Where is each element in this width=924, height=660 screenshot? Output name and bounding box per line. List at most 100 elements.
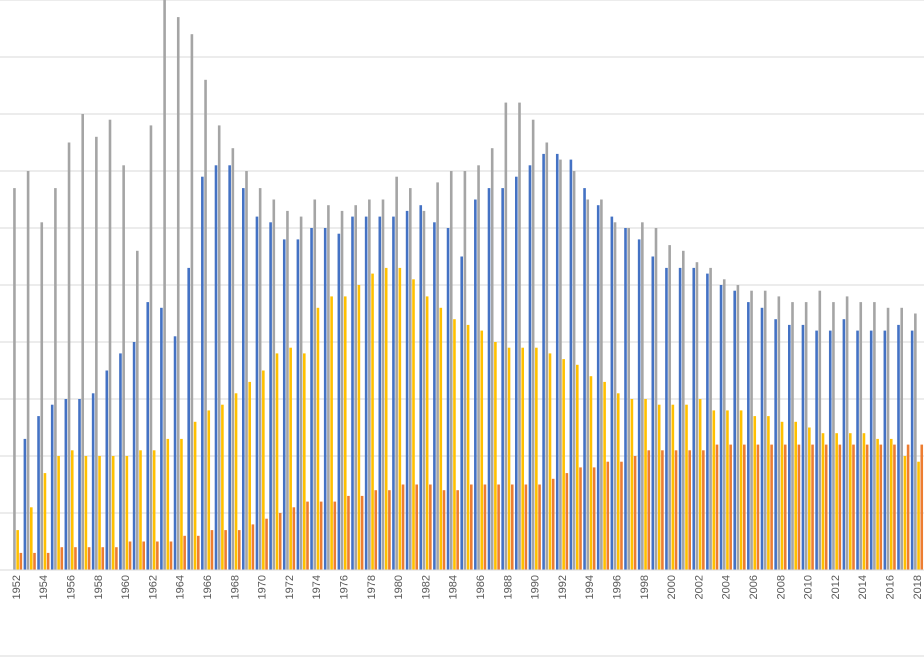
bar-2-1952 <box>16 530 19 570</box>
bar-3-2009 <box>797 444 801 570</box>
bar-0-2016 <box>883 330 887 570</box>
x-tick-label-2000: 2000 <box>666 575 678 599</box>
x-tick-label-1976: 1976 <box>338 575 350 599</box>
bar-2-1964 <box>180 438 183 570</box>
bar-3-1972 <box>292 507 296 570</box>
bar-3-2016 <box>893 444 896 570</box>
x-tick-label-1996: 1996 <box>611 575 623 599</box>
x-tick-label-2004: 2004 <box>721 575 733 599</box>
bar-series <box>13 0 924 571</box>
bar-1-1968 <box>231 148 235 570</box>
bar-2-1956 <box>70 450 74 570</box>
bar-3-2015 <box>879 444 883 570</box>
bar-3-1959 <box>115 547 118 570</box>
x-tick-label-1994: 1994 <box>584 575 596 599</box>
bar-1-1965 <box>190 34 194 570</box>
bar-1-1989 <box>518 102 521 570</box>
bar-1-2012 <box>832 302 835 570</box>
bar-0-1986 <box>474 199 477 570</box>
bar-3-1966 <box>210 530 214 570</box>
bar-3-1956 <box>74 547 77 570</box>
x-tick-label-1986: 1986 <box>475 575 487 599</box>
bar-1-1963 <box>163 0 166 570</box>
x-tick-label-1980: 1980 <box>393 575 405 599</box>
bar-1-1992 <box>559 159 562 570</box>
bar-3-1979 <box>388 490 391 570</box>
bar-3-1990 <box>538 484 541 570</box>
bar-0-2009 <box>788 324 791 570</box>
bar-2-1993 <box>576 364 579 570</box>
x-tick-label-2002: 2002 <box>693 575 705 599</box>
bar-1-1973 <box>299 216 303 570</box>
bar-1-2017 <box>900 307 903 570</box>
bar-1-1986 <box>477 165 480 571</box>
bar-2-2009 <box>794 421 797 570</box>
bar-2-2008 <box>780 421 784 570</box>
bar-1-1958 <box>95 136 98 571</box>
bar-2-1955 <box>57 456 60 570</box>
x-tick-label-1998: 1998 <box>639 575 651 599</box>
bar-3-2006 <box>756 444 760 570</box>
bar-1-2006 <box>750 290 753 570</box>
bar-3-1985 <box>470 484 473 570</box>
bar-0-1953 <box>23 438 27 570</box>
bar-0-2014 <box>856 330 859 570</box>
bar-3-1955 <box>60 547 64 570</box>
bar-0-1982 <box>419 205 423 570</box>
bar-1-1966 <box>204 79 207 571</box>
bar-2-2005 <box>739 410 743 570</box>
bar-2-1976 <box>343 296 347 570</box>
bar-0-1980 <box>392 216 395 570</box>
bar-2-1957 <box>84 456 88 570</box>
bar-2-1983 <box>439 307 443 570</box>
bar-3-1974 <box>319 501 323 570</box>
bar-2-1969 <box>248 381 251 570</box>
bar-1-1987 <box>490 148 494 570</box>
bar-0-1967 <box>214 165 218 571</box>
bar-0-1973 <box>296 239 300 570</box>
bar-0-1963 <box>160 307 163 570</box>
bar-2-1960 <box>125 456 129 570</box>
bar-1-1975 <box>327 205 330 570</box>
bar-2-1978 <box>371 273 374 570</box>
bar-0-1998 <box>637 239 641 570</box>
bar-0-1991 <box>542 153 545 570</box>
bar-3-1968 <box>237 530 241 570</box>
bar-2-1958 <box>98 456 101 570</box>
bar-3-1989 <box>524 484 528 570</box>
bar-2-2016 <box>889 438 893 570</box>
bar-3-1960 <box>128 541 132 570</box>
bar-0-2002 <box>692 267 696 570</box>
bar-1-1977 <box>354 205 357 570</box>
x-tick-label-2016: 2016 <box>884 575 896 599</box>
x-tick-label-1970: 1970 <box>257 575 269 599</box>
bar-3-1998 <box>647 450 651 570</box>
bar-3-1981 <box>415 484 418 570</box>
bar-0-1995 <box>596 205 600 570</box>
bar-2-1994 <box>589 376 593 570</box>
bar-2-1953 <box>30 507 33 570</box>
bar-1-2013 <box>845 296 849 570</box>
bar-0-2003 <box>706 273 709 570</box>
bar-0-1977 <box>351 216 354 570</box>
bar-3-1986 <box>483 484 487 570</box>
bar-3-2002 <box>702 450 705 570</box>
bar-1-2005 <box>736 285 740 570</box>
bar-2-1999 <box>657 404 661 570</box>
bar-2-1990 <box>535 347 538 570</box>
bar-3-1982 <box>429 484 432 570</box>
bar-0-1978 <box>364 216 368 570</box>
bar-3-1971 <box>278 513 282 570</box>
bar-2-1992 <box>562 359 565 570</box>
bar-3-1978 <box>374 490 378 570</box>
bar-2-1977 <box>357 285 361 570</box>
bar-1-1955 <box>54 188 57 570</box>
bar-1-1960 <box>122 165 125 571</box>
bar-0-2013 <box>842 319 846 570</box>
bar-0-2004 <box>719 285 723 570</box>
bar-3-2017 <box>906 444 910 570</box>
bar-1-1980 <box>395 176 398 570</box>
x-tick-label-1960: 1960 <box>120 575 132 599</box>
bar-3-1963 <box>169 541 173 570</box>
bar-3-1976 <box>347 495 350 570</box>
